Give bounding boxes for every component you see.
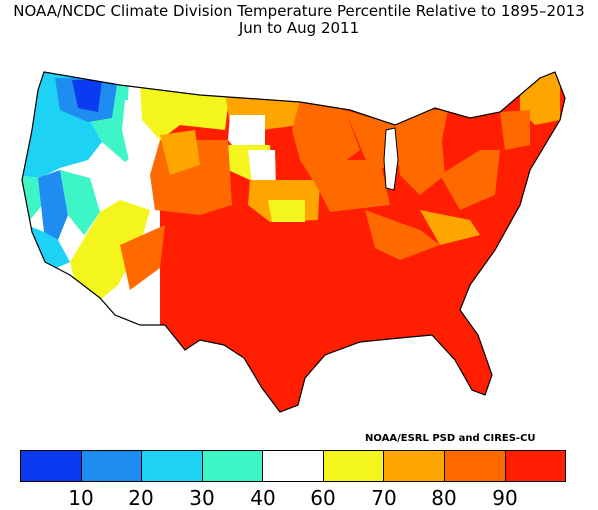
colorbar-swatch xyxy=(444,451,506,481)
colorbar-tick-label: 30 xyxy=(189,486,215,510)
colorbar-swatch xyxy=(384,451,445,481)
colorbar-swatch xyxy=(323,451,385,481)
colorbar-swatch xyxy=(202,451,264,481)
colorbar-tick-label: 20 xyxy=(128,486,154,510)
us-temperature-map xyxy=(21,71,566,413)
colorbar-tick-label: 80 xyxy=(431,486,457,510)
colorbar-swatch xyxy=(21,451,82,481)
colorbar-swatch xyxy=(505,451,566,481)
colorbar-swatch xyxy=(81,451,143,481)
colorbar-swatch xyxy=(142,451,203,481)
percentile-colorbar xyxy=(20,450,566,482)
colorbar-tick-label: 40 xyxy=(250,486,276,510)
colorbar-tick-label: 90 xyxy=(492,486,518,510)
colorbar-tick-label: 60 xyxy=(310,486,336,510)
colorbar-tick-label: 10 xyxy=(68,486,94,510)
colorbar-tick-label: 70 xyxy=(371,486,397,510)
map-title: NOAA/NCDC Climate Division Temperature P… xyxy=(13,2,585,20)
data-credit: NOAA/ESRL PSD and CIRES-CU xyxy=(365,433,536,444)
map-subtitle: Jun to Aug 2011 xyxy=(238,19,360,37)
colorbar-swatch xyxy=(263,451,324,481)
